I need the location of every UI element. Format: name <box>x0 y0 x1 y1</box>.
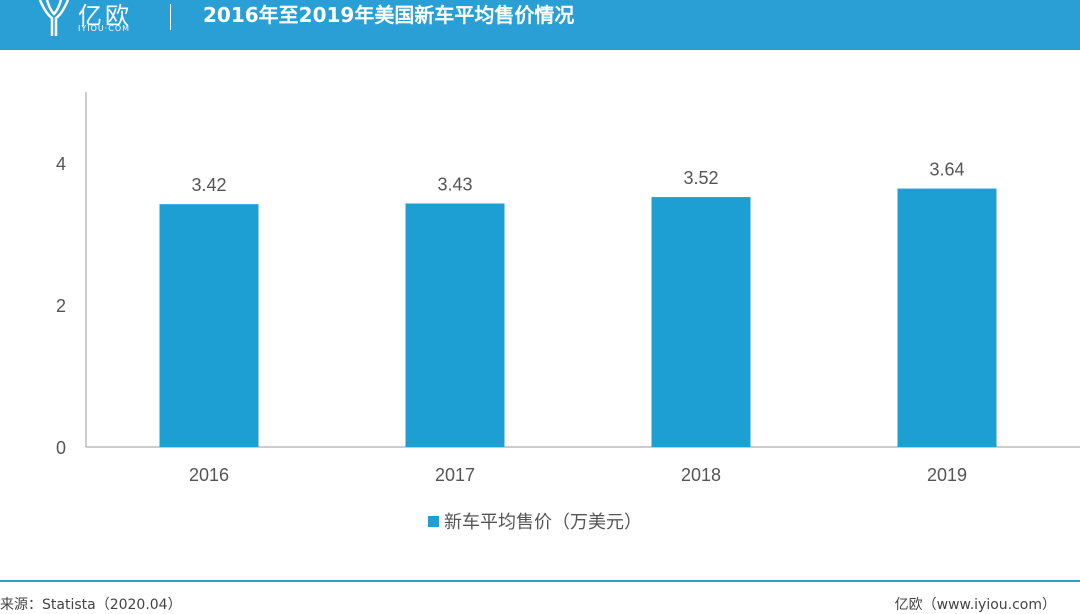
y-tick-label: 0 <box>56 438 66 458</box>
logo-subtext: IYIOU·COM <box>78 24 131 33</box>
y-tick-label: 2 <box>56 296 66 316</box>
logo-text: 亿欧 <box>78 2 132 30</box>
legend-label: 新车平均售价（万美元） <box>444 512 642 533</box>
credit-note: 亿欧（www.iyiou.com） <box>894 597 1056 613</box>
iyiou-logo-icon <box>38 0 70 36</box>
page-title: 2016年至2019年美国新车平均售价情况 <box>203 3 575 27</box>
x-tick-label: 2016 <box>189 465 229 485</box>
footer-divider <box>0 580 1080 582</box>
header-divider <box>170 4 171 30</box>
x-tick-label: 2017 <box>435 465 475 485</box>
bar <box>405 203 505 447</box>
data-label: 3.43 <box>437 174 472 194</box>
legend-swatch <box>428 516 439 527</box>
bar <box>651 197 751 447</box>
bar <box>159 204 259 447</box>
y-tick-label: 4 <box>56 154 66 174</box>
bar <box>897 188 997 447</box>
header-bar: 亿欧 IYIOU·COM 2016年至2019年美国新车平均售价情况 <box>0 0 1080 50</box>
data-label: 3.52 <box>683 168 718 188</box>
bar-chart: 0 2 4 3.42 2016 3.43 2017 3.52 2018 3.64 2019 新车平均售… <box>56 92 1080 533</box>
x-tick-label: 2019 <box>927 465 967 485</box>
x-tick-label: 2018 <box>681 465 721 485</box>
data-label: 3.64 <box>929 160 964 180</box>
data-label: 3.42 <box>191 175 226 195</box>
source-note: 来源：Statista（2020.04） <box>0 597 182 613</box>
